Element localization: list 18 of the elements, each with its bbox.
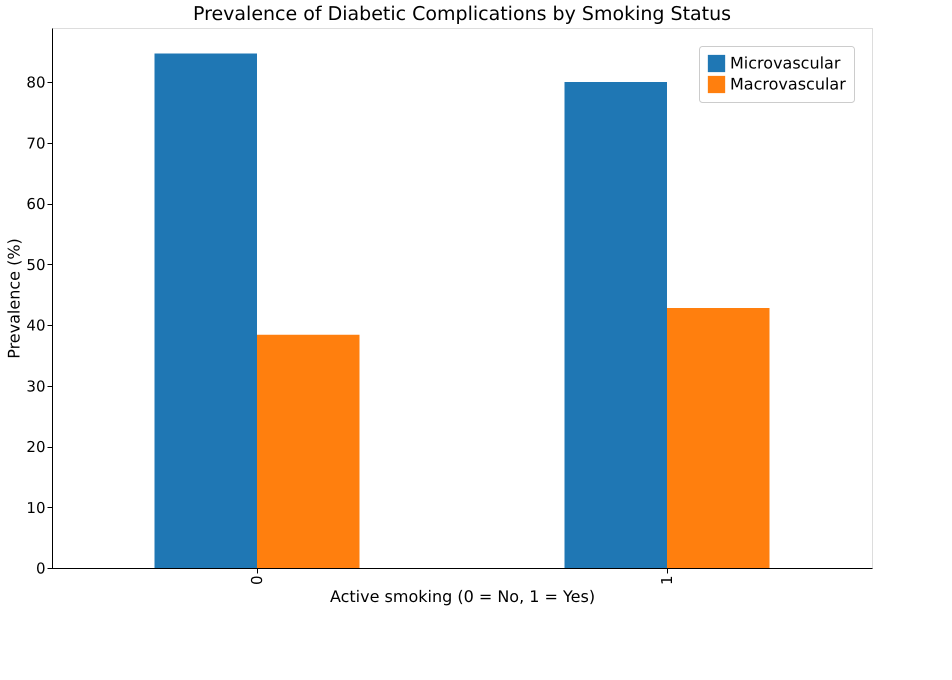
chart-title: Prevalence of Diabetic Complications by Smoking Status — [192, 3, 732, 25]
y-tick-label: 10 — [26, 498, 46, 517]
bar — [154, 54, 257, 568]
x-tick-label: 1 — [658, 576, 676, 586]
y-tick-label: 20 — [26, 438, 46, 456]
y-tick-label: 50 — [26, 256, 46, 274]
legend-label: Microvascular — [730, 54, 841, 72]
y-tick-label: 60 — [26, 195, 46, 214]
y-tick-label: 70 — [26, 134, 46, 152]
y-tick-label: 30 — [26, 377, 46, 396]
bar — [667, 308, 770, 568]
y-axis-title: Prevalence (%) — [4, 238, 24, 359]
x-axis-title: Active smoking (0 = No, 1 = Yes) — [330, 587, 596, 606]
legend-label: Macrovascular — [730, 74, 846, 94]
y-tick-label: 80 — [26, 74, 46, 92]
y-tick-label: 40 — [26, 316, 46, 335]
bar — [564, 82, 667, 568]
bar — [257, 334, 360, 568]
